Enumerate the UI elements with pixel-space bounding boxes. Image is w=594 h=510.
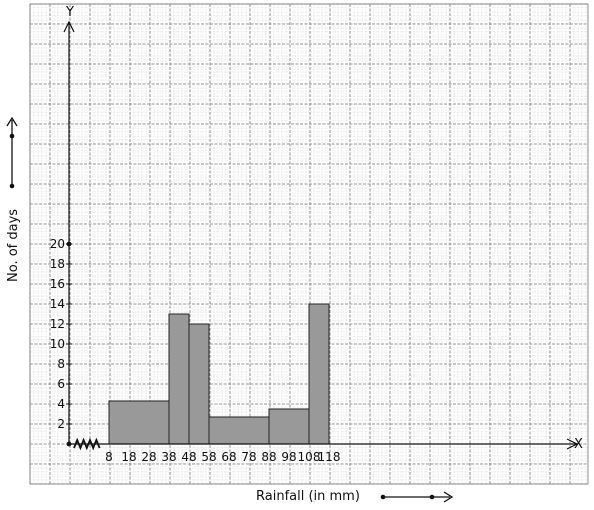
y-axis-arrowhead (63, 20, 75, 33)
y-tick-label: 18 (50, 257, 65, 271)
x-tick-label: 118 (318, 450, 341, 464)
y-tick-label: 12 (50, 317, 65, 331)
histogram-bar (188, 323, 210, 445)
histogram-bars (108, 303, 330, 445)
x-axis-arrowhead (566, 438, 579, 450)
y-tick-label: 6 (57, 377, 65, 391)
histogram-bar (268, 408, 310, 445)
y-tick-label: 10 (50, 337, 65, 351)
tick-labels: 8 18 28 38 48 58 68 78 88 98 108118246810121416182… (50, 237, 341, 464)
y-tick-label: 8 (57, 357, 65, 371)
x-tick-label: 108 (298, 450, 321, 464)
x-tick-label: 18 (121, 450, 136, 464)
x-tick-label: 88 (261, 450, 276, 464)
x-tick-label: 28 (141, 450, 156, 464)
y-tick-label: 2 (57, 417, 65, 431)
x-scale-arrow (380, 491, 454, 503)
y-tick-label: 20 (50, 237, 65, 251)
x-tick-label: 48 (181, 450, 196, 464)
grid-border (29, 3, 589, 485)
x-axis-label: Rainfall (in mm) (256, 489, 360, 504)
histogram-bar (208, 416, 270, 445)
x-tick-label: 38 (161, 450, 176, 464)
y-axis-label: No. of days (6, 209, 21, 282)
y-tick-label: 4 (57, 397, 65, 411)
y-top-dot (66, 241, 72, 247)
x-axis-break-zigzag (73, 437, 101, 451)
x-tick-label: 68 (221, 450, 236, 464)
y-axis-letter: Y (65, 5, 74, 20)
histogram-bar (308, 303, 330, 445)
x-tick-label: 58 (201, 450, 216, 464)
x-tick-label: 98 (281, 450, 296, 464)
origin-dot (66, 441, 72, 447)
histogram-bar (168, 313, 190, 445)
axes (63, 20, 579, 451)
x-tick-label: 8 (105, 450, 113, 464)
y-tick-label: 14 (50, 297, 65, 311)
x-tick-label: 78 (241, 450, 256, 464)
histogram-bar (108, 400, 170, 445)
x-axis-letter: X (574, 437, 583, 452)
y-tick-label: 16 (50, 277, 65, 291)
y-scale-arrow (6, 116, 18, 189)
